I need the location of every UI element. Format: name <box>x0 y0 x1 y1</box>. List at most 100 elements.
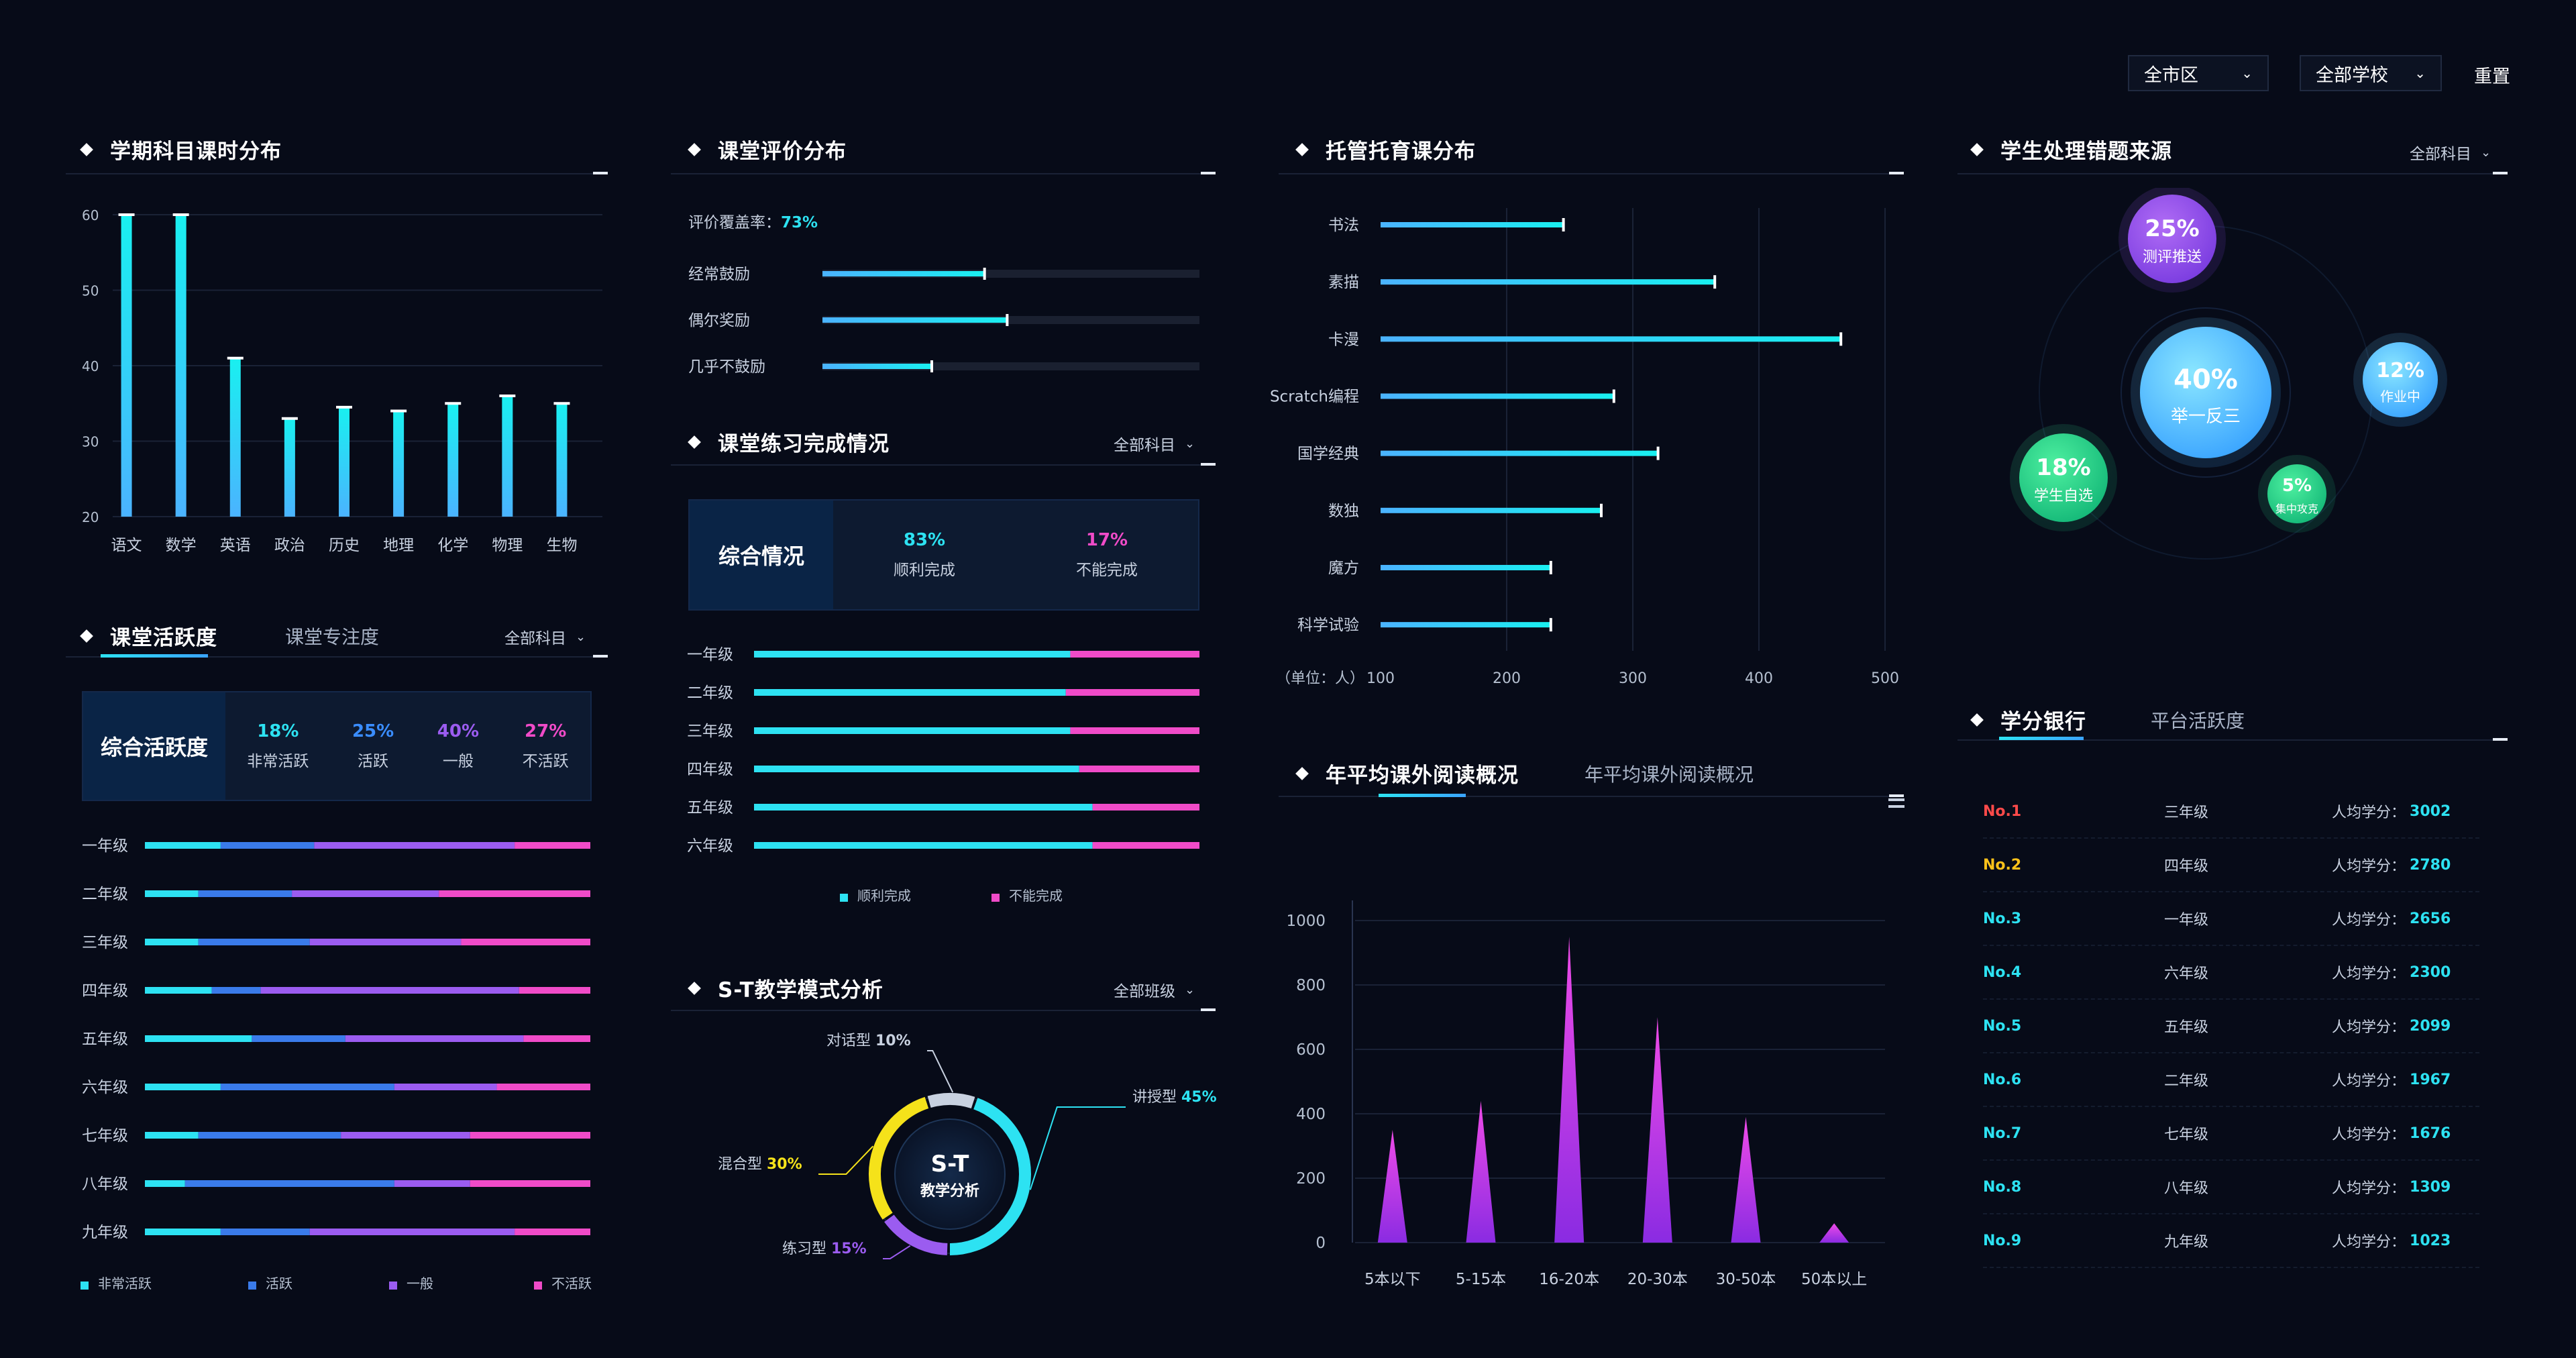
credit-bank-tab-label: 学分银行 <box>2000 710 2086 734</box>
leader-line <box>818 1145 874 1175</box>
reading-tab-label: 年平均课外阅读概况 <box>1326 764 1519 788</box>
bubble <box>2019 433 2108 522</box>
stack-segment <box>198 890 292 897</box>
stack-segment <box>145 1084 221 1090</box>
spike <box>1466 1100 1496 1243</box>
credit-row[interactable]: No.7 七年级 人均学分： 1676 <box>1983 1107 2479 1161</box>
reset-button[interactable]: 重置 <box>2474 66 2510 87</box>
slice-label: 混合型 30% <box>718 1156 802 1173</box>
stack-segment <box>220 1084 394 1090</box>
x-tick-label: 政治 <box>274 537 305 554</box>
active-tab-indicator <box>1999 737 2084 740</box>
stack-segment <box>145 939 199 945</box>
stack-segment <box>145 1035 252 1042</box>
title-divider <box>671 1008 1216 1011</box>
district-filter[interactable]: 全市区 ⌄ <box>2128 55 2269 91</box>
wrong-source-subject-dropdown[interactable]: 全部科目 ⌄ <box>2410 141 2491 164</box>
credit-row[interactable]: No.4 六年级 人均学分： 2300 <box>1983 946 2479 1000</box>
donut-center-subtitle: 教学分析 <box>920 1182 979 1200</box>
bar-cap <box>1549 618 1552 632</box>
y-tick-label: 八年级 <box>82 1176 128 1193</box>
class-activity-tab-active[interactable]: 课堂活跃度 <box>80 621 217 651</box>
score-value: 1676 <box>2410 1125 2451 1142</box>
stack-segment <box>145 842 221 849</box>
stack-segment <box>184 1180 394 1187</box>
x-tick-label: 30-50本 <box>1716 1271 1776 1288</box>
credit-row[interactable]: No.8 八年级 人均学分： 1309 <box>1983 1161 2479 1214</box>
stack-segment <box>515 842 590 849</box>
score-label: 人均学分： <box>2332 804 2406 821</box>
reading-tab-active[interactable]: 年平均课外阅读概况 <box>1295 758 1519 788</box>
stack-segment <box>252 1035 345 1042</box>
bar-cap <box>445 402 462 405</box>
practice-summary-label: 综合情况 <box>690 501 833 609</box>
leader-line <box>883 1245 911 1259</box>
grade-label: 九年级 <box>2164 1234 2209 1251</box>
bar <box>1381 336 1841 342</box>
stack-segment <box>220 1229 310 1235</box>
stack-segment <box>145 890 199 897</box>
activity-stat-label: 活跃 <box>358 753 389 770</box>
grade-label: 四年级 <box>2164 858 2209 875</box>
diamond-icon <box>80 629 93 643</box>
y-tick-label: 二年级 <box>687 684 733 702</box>
stack-segment <box>515 1229 590 1235</box>
activity-stat: 40% 一般 <box>437 692 479 800</box>
credit-bank-tab-active[interactable]: 学分银行 <box>1970 704 2086 735</box>
x-tick-label: 400 <box>1745 670 1773 687</box>
score-value: 1023 <box>2410 1232 2451 1249</box>
school-filter[interactable]: 全部学校 ⌄ <box>2300 55 2442 91</box>
x-tick-label: 生物 <box>546 537 577 554</box>
class-activity-subject-dropdown[interactable]: 全部科目 ⌄ <box>504 625 586 648</box>
y-tick-label: 四年级 <box>82 982 128 1000</box>
activity-stat-label: 一般 <box>442 753 474 770</box>
credit-row[interactable]: No.5 五年级 人均学分： 2099 <box>1983 1000 2479 1053</box>
donut-slice <box>927 1093 975 1109</box>
stack-segment <box>1092 842 1199 849</box>
credit-row[interactable]: No.3 一年级 人均学分： 2656 <box>1983 892 2479 946</box>
bar-cap <box>227 356 244 360</box>
class-focus-tab[interactable]: 课堂专注度 <box>285 626 380 648</box>
stack-segment <box>145 1180 185 1187</box>
platform-activity-tab[interactable]: 平台活跃度 <box>2151 710 2245 732</box>
x-tick-label: 50本以上 <box>1801 1271 1867 1288</box>
stack-segment <box>754 804 1093 811</box>
activity-stat: 25% 活跃 <box>352 692 394 800</box>
st-class-dropdown[interactable]: 全部班级 ⌄ <box>1114 978 1195 1001</box>
practice-subject-dropdown[interactable]: 全部科目 ⌄ <box>1114 432 1195 455</box>
stack-segment <box>470 1132 590 1139</box>
y-tick-label: 书法 <box>1328 217 1359 234</box>
subject-hours-chart: 20 30 40 50 60 语文 数学 英语 政治 历史 地理 化学 物理 生物 <box>82 207 602 554</box>
class-activity-tab-label: 课堂活跃度 <box>110 626 217 650</box>
activity-summary-box: 综合活跃度 18% 非常活跃 25% 活跃 40% 一般 27% 不活跃 <box>82 691 592 801</box>
stack-segment <box>198 1132 341 1139</box>
grade-label: 六年级 <box>2164 965 2209 982</box>
spike <box>1819 1223 1849 1243</box>
bar <box>284 418 295 517</box>
activity-stat-label: 非常活跃 <box>247 753 309 770</box>
y-tick-label: 六年级 <box>82 1079 128 1096</box>
y-tick-label: 六年级 <box>687 837 733 855</box>
practice-stat-label: 不能完成 <box>1076 562 1138 579</box>
menu-icon[interactable] <box>1888 798 1904 808</box>
credit-row[interactable]: No.1 三年级 人均学分： 3002 <box>1983 785 2479 839</box>
y-tick-label: 三年级 <box>687 723 733 740</box>
diamond-icon <box>80 142 93 156</box>
legend-label: 非常活跃 <box>98 1275 152 1292</box>
stack-segment <box>754 689 1066 696</box>
stack-segment <box>519 987 590 994</box>
reading-tab-inactive[interactable]: 年平均课外阅读概况 <box>1585 764 1754 786</box>
dropdown-label: 全部科目 <box>504 630 566 647</box>
credit-row[interactable]: No.9 九年级 人均学分： 1023 <box>1983 1214 2479 1268</box>
stack-segment <box>1070 651 1199 658</box>
stack-segment <box>394 1180 470 1187</box>
subject-hours-title-text: 学期科目课时分布 <box>110 140 282 164</box>
credit-row[interactable]: No.6 二年级 人均学分： 1967 <box>1983 1053 2479 1107</box>
x-tick-label: 地理 <box>383 537 414 554</box>
dropdown-label: 全部科目 <box>2410 146 2471 163</box>
rank-label: No.5 <box>1983 1017 2022 1035</box>
district-filter-label: 全市区 <box>2144 64 2198 86</box>
credit-row[interactable]: No.2 四年级 人均学分： 2780 <box>1983 839 2479 892</box>
diamond-icon <box>688 981 701 995</box>
activity-summary-label: 综合活跃度 <box>83 692 225 800</box>
